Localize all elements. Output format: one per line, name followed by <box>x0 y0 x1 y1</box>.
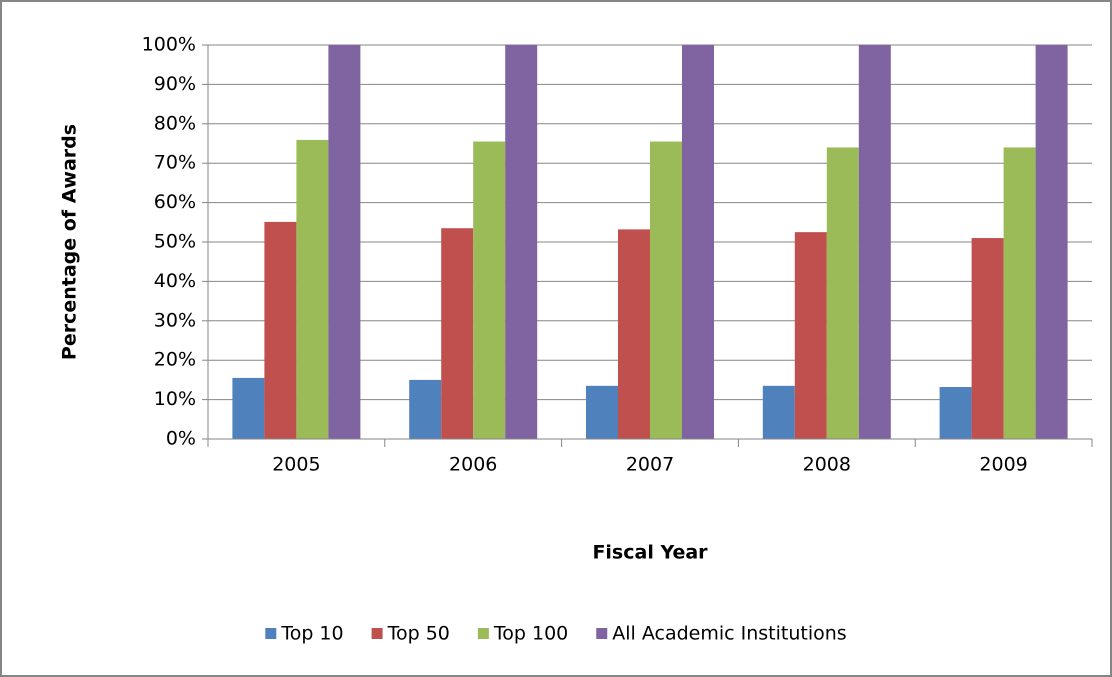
y-tick-label: 40% <box>154 270 196 292</box>
bar <box>473 141 506 439</box>
bar <box>682 45 714 439</box>
x-tick-label: 2005 <box>272 454 320 476</box>
bar <box>826 147 859 439</box>
y-tick-label: 90% <box>154 73 196 95</box>
bar <box>939 386 972 439</box>
y-tick-label: 10% <box>154 388 196 410</box>
bar <box>505 45 538 439</box>
bar <box>858 45 891 439</box>
x-tick-label: 2006 <box>449 454 497 476</box>
bar <box>409 379 442 439</box>
x-axis-title: Fiscal Year <box>592 542 708 564</box>
bar <box>650 141 682 439</box>
bar <box>232 377 265 439</box>
bar <box>296 139 329 440</box>
legend-marker <box>265 628 277 639</box>
legend-label: Top 100 <box>493 623 568 645</box>
bar <box>1003 147 1036 439</box>
legend-marker <box>477 628 489 639</box>
bar <box>586 385 618 439</box>
bar <box>794 232 827 439</box>
legend-marker <box>371 628 383 639</box>
bar <box>618 229 650 439</box>
bar <box>762 385 795 439</box>
y-tick-label: 60% <box>154 191 196 213</box>
y-axis-title: Percentage of Awards <box>59 124 81 360</box>
y-tick-label: 20% <box>154 349 196 371</box>
x-tick-label: 2008 <box>803 454 851 476</box>
x-tick-label: 2007 <box>626 454 674 476</box>
bar <box>441 228 474 439</box>
y-tick-label: 80% <box>154 112 196 134</box>
bar <box>264 221 297 439</box>
legend-label: Top 10 <box>280 623 343 645</box>
y-tick-label: 100% <box>142 34 196 56</box>
y-tick-label: 30% <box>154 309 196 331</box>
legend-label: Top 50 <box>387 623 450 645</box>
legend-label: All Academic Institutions <box>612 623 846 645</box>
bar <box>1035 45 1068 439</box>
y-tick-label: 70% <box>154 152 196 174</box>
bar <box>328 45 361 439</box>
x-tick-label: 2009 <box>979 454 1027 476</box>
bar <box>971 238 1004 439</box>
legend-marker <box>596 628 608 639</box>
y-tick-label: 50% <box>154 231 196 253</box>
y-tick-label: 0% <box>166 428 196 450</box>
